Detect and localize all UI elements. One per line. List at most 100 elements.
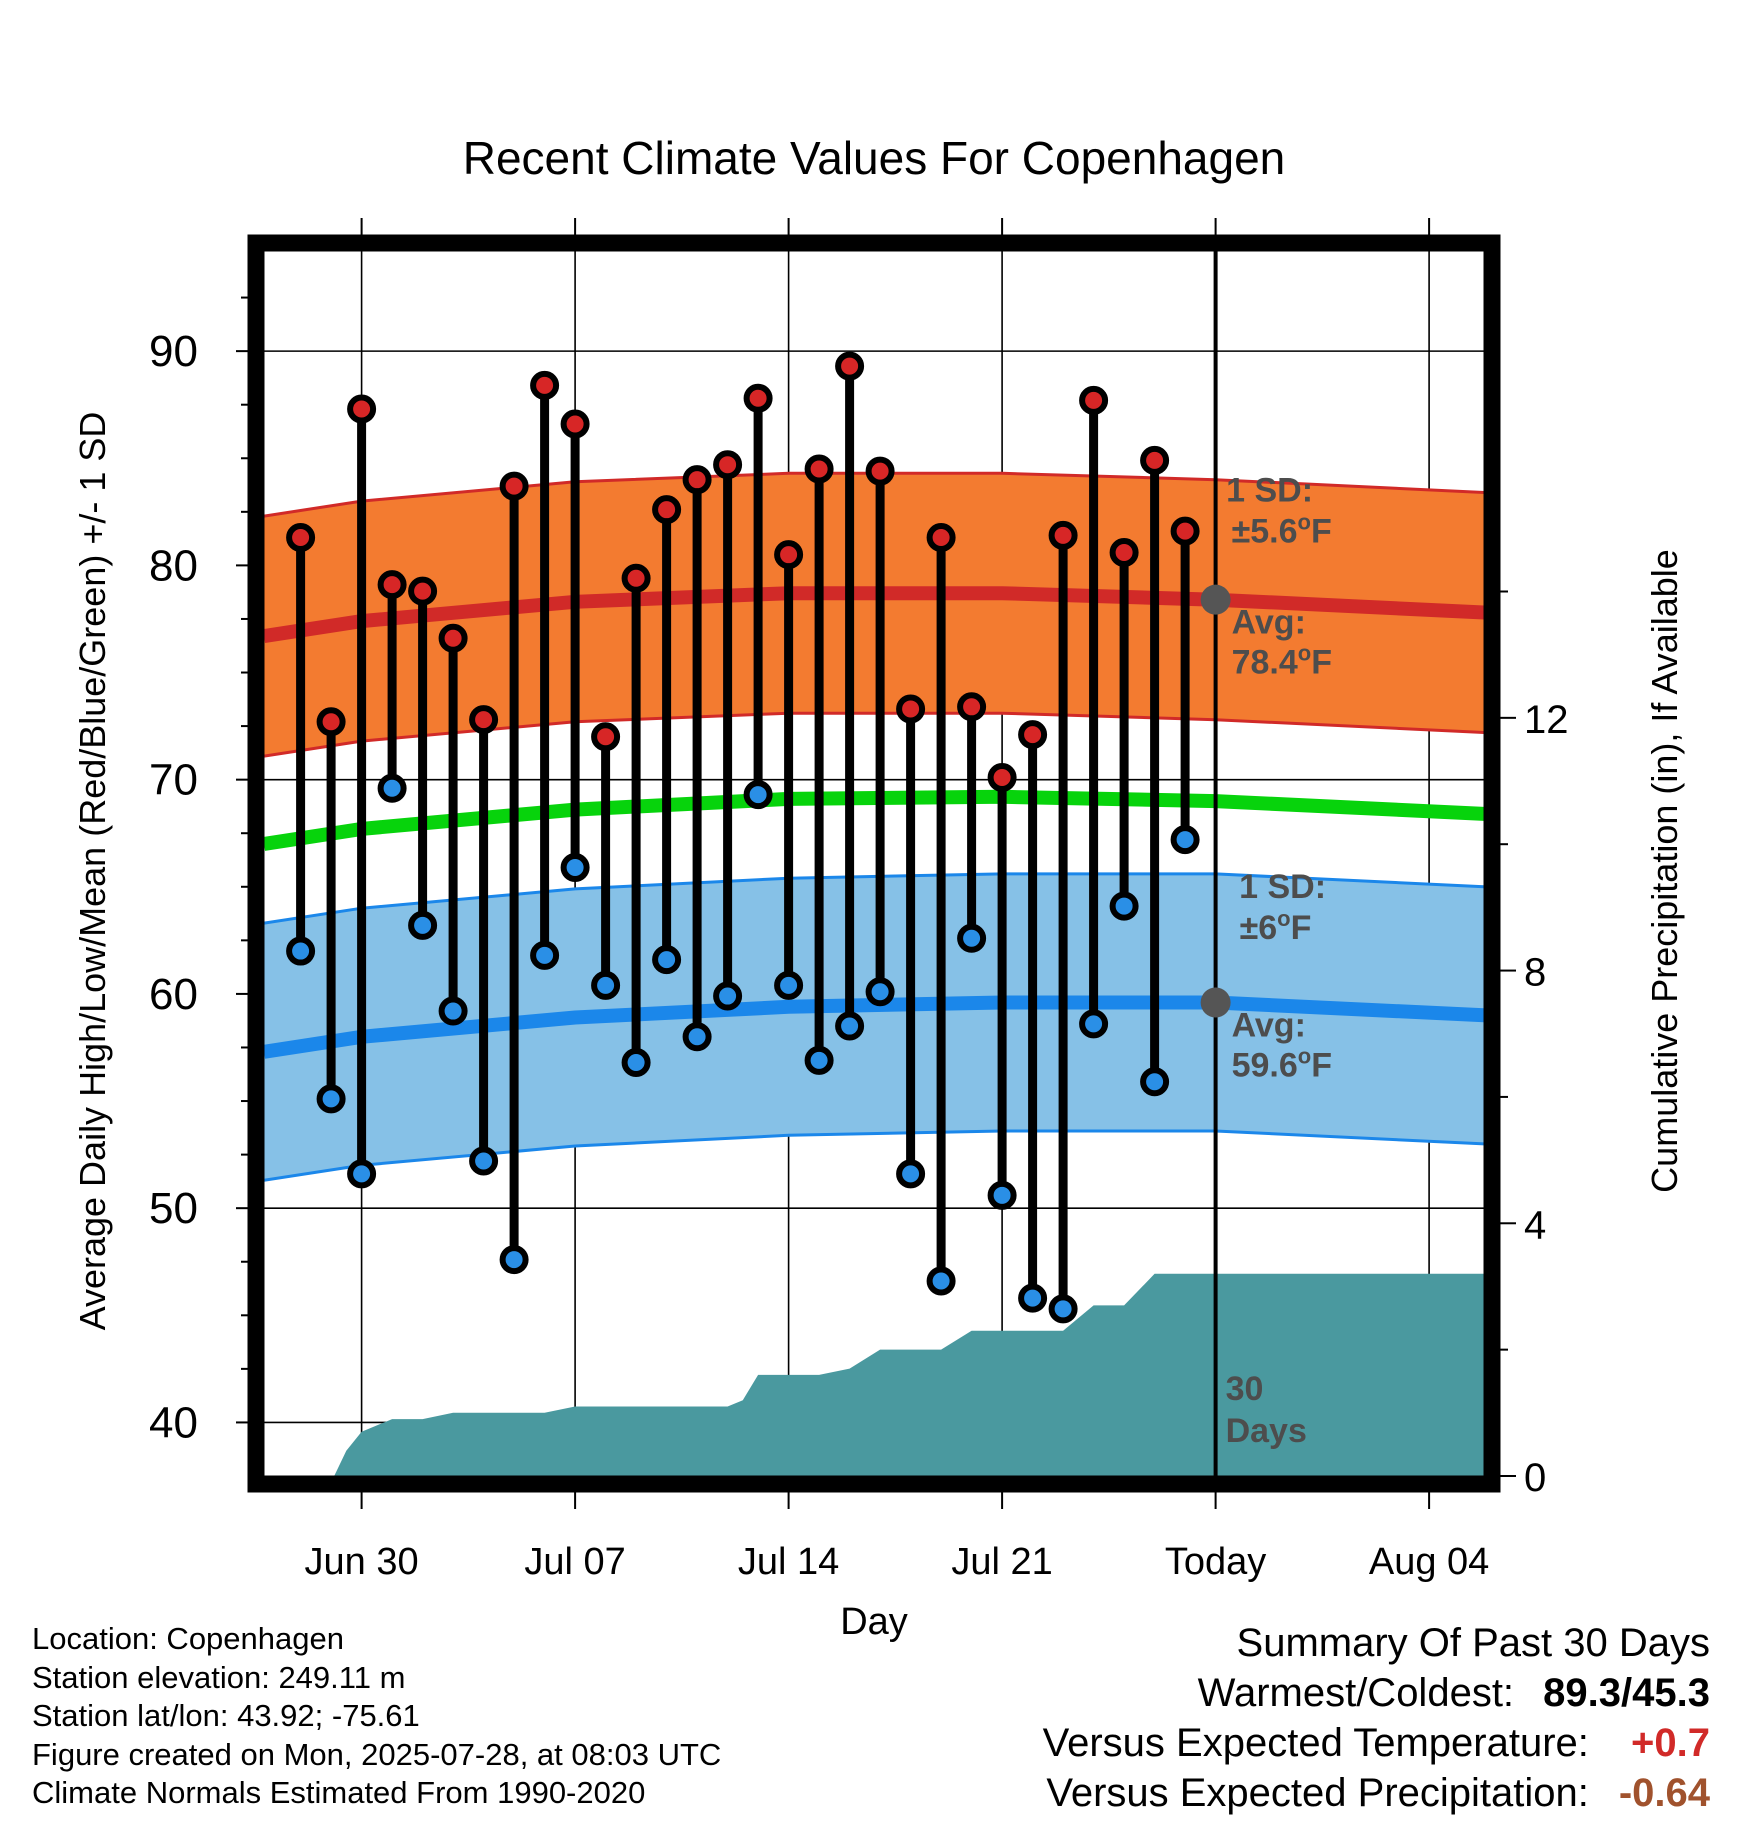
daily-high-point xyxy=(682,465,712,495)
low-sd-value: ±6oF xyxy=(1240,906,1312,947)
precip-value: -0.64 xyxy=(1618,1771,1710,1815)
high-avg-value: 78.4oF xyxy=(1232,641,1332,682)
daily-low-point xyxy=(438,996,468,1026)
elevation-text: Station elevation: 249.11 m xyxy=(32,1659,406,1695)
y2-axis-label: Cumulative Precipitation (in), If Availa… xyxy=(1644,549,1685,1193)
latlon-text: Station lat/lon: 43.92; -75.61 xyxy=(32,1698,420,1733)
x-tick-label: Jul 14 xyxy=(738,1541,839,1583)
daily-high-point xyxy=(469,705,499,735)
temp-label: Versus Expected Temperature: xyxy=(1042,1721,1589,1765)
daily-high-point xyxy=(438,623,468,653)
daily-low-point xyxy=(865,977,895,1007)
y-axis-label: Average Daily High/Low/Mean (Red/Blue/Gr… xyxy=(72,412,113,1331)
summary-precip: Versus Expected Precipitation: -0.64 xyxy=(1043,1768,1710,1818)
low-avg-label: Avg: xyxy=(1232,1006,1306,1044)
daily-low-point xyxy=(804,1045,834,1075)
daily-low-point xyxy=(835,1011,865,1041)
plot-area xyxy=(264,244,1484,1476)
daily-high-point xyxy=(1140,445,1170,475)
warm-cold-value: 89.3/45.3 xyxy=(1543,1671,1710,1715)
daily-low-point xyxy=(560,852,590,882)
daily-high-point xyxy=(1018,720,1048,750)
daily-low-point xyxy=(987,1180,1017,1210)
daily-low-point xyxy=(743,780,773,810)
x-tick-label: Jul 21 xyxy=(951,1541,1052,1583)
chart-title: Recent Climate Values For Copenhagen xyxy=(463,132,1286,184)
daily-high-point xyxy=(835,351,865,381)
daily-high-point xyxy=(713,450,743,480)
daily-low-point xyxy=(1079,1009,1109,1039)
daily-high-point xyxy=(1170,516,1200,546)
daily-high-point xyxy=(774,540,804,570)
x-tick-label: Aug 04 xyxy=(1369,1541,1489,1583)
y-tick-label: 60 xyxy=(149,970,198,1019)
summary-temp: Versus Expected Temperature: +0.7 xyxy=(1043,1718,1710,1768)
daily-high-point xyxy=(896,694,926,724)
station-info: Location: Copenhagen Station elevation: … xyxy=(32,1620,721,1813)
y2-tick-label: 8 xyxy=(1524,951,1546,995)
y-tick-label: 40 xyxy=(149,1398,198,1447)
daily-low-point xyxy=(408,910,438,940)
daily-high-point xyxy=(1109,538,1139,568)
high-sd-value: ±5.6oF xyxy=(1232,510,1332,551)
precip-label: Versus Expected Precipitation: xyxy=(1046,1771,1589,1815)
daily-low-point xyxy=(1170,825,1200,855)
daily-low-point xyxy=(530,940,560,970)
daily-low-point xyxy=(286,936,316,966)
window-label-number: 30 xyxy=(1226,1370,1264,1408)
daily-high-point xyxy=(926,523,956,553)
low-band xyxy=(264,873,1484,1181)
precip-area xyxy=(264,1273,1484,1476)
normals-text: Climate Normals Estimated From 1990-2020 xyxy=(32,1775,646,1810)
daily-low-point xyxy=(713,981,743,1011)
plot-frame xyxy=(247,234,1501,1493)
location-text: Location: Copenhagen xyxy=(32,1621,344,1656)
daily-low-point xyxy=(1048,1294,1078,1324)
daily-high-point xyxy=(286,523,316,553)
x-tick-label: Jun 30 xyxy=(305,1541,419,1583)
daily-high-point xyxy=(499,471,529,501)
daily-low-point xyxy=(316,1084,346,1114)
x-tick-label: Jul 07 xyxy=(524,1541,625,1583)
temp-value: +0.7 xyxy=(1631,1721,1710,1765)
daily-low-point xyxy=(926,1266,956,1296)
low-sd-label: 1 SD: xyxy=(1239,868,1326,906)
daily-high-point xyxy=(408,576,438,606)
daily-high-point xyxy=(347,394,377,424)
high-avg-label: Avg: xyxy=(1232,604,1306,642)
y2-tick-label: 12 xyxy=(1524,698,1569,742)
normal-mean-line xyxy=(264,789,1484,851)
daily-low-point xyxy=(682,1022,712,1052)
daily-high-point xyxy=(560,409,590,439)
daily-low-point xyxy=(652,945,682,975)
low-avg-value: 59.6oF xyxy=(1232,1043,1332,1084)
y2-tick-label: 0 xyxy=(1524,1456,1546,1500)
daily-high-point xyxy=(957,692,987,722)
daily-low-point xyxy=(377,773,407,803)
y-tick-label: 80 xyxy=(149,541,198,590)
created-text: Figure created on Mon, 2025-07-28, at 08… xyxy=(32,1736,722,1772)
daily-high-point xyxy=(316,707,346,737)
y2-tick-label: 4 xyxy=(1524,1203,1546,1247)
daily-low-point xyxy=(1140,1067,1170,1097)
daily-high-point xyxy=(743,383,773,413)
daily-high-point xyxy=(1048,520,1078,550)
daily-low-point xyxy=(591,970,621,1000)
daily-high-point xyxy=(865,456,895,486)
daily-high-point xyxy=(652,495,682,525)
high-sd-label: 1 SD: xyxy=(1226,472,1313,510)
y-tick-label: 70 xyxy=(149,756,198,805)
daily-high-point xyxy=(987,763,1017,793)
daily-high-point xyxy=(377,570,407,600)
y-tick-label: 90 xyxy=(149,327,198,376)
avg-low-marker xyxy=(1200,987,1231,1018)
daily-high-point xyxy=(591,722,621,752)
daily-low-point xyxy=(896,1159,926,1189)
daily-low-point xyxy=(469,1146,499,1176)
x-tick-label: Today xyxy=(1165,1541,1266,1583)
daily-high-point xyxy=(530,370,560,400)
daily-high-point xyxy=(621,563,651,593)
daily-low-point xyxy=(347,1159,377,1189)
warm-cold-label: Warmest/Coldest: xyxy=(1197,1671,1515,1715)
